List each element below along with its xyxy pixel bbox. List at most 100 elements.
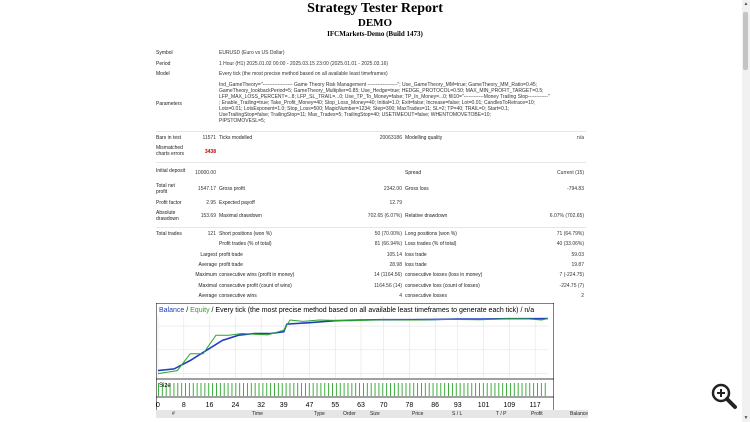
volume-bar	[440, 383, 442, 396]
volume-bar	[161, 383, 163, 396]
table-header-cell: S / L	[452, 411, 463, 417]
model-label: Model	[156, 71, 170, 77]
volume-bar	[188, 383, 190, 396]
volume-bar	[246, 383, 248, 396]
volume-bar	[521, 383, 523, 396]
avg-consec-wins-value: 4	[399, 293, 402, 299]
volume-bar	[482, 383, 484, 396]
max-consec-wins-label: consecutive wins (profit in money)	[219, 272, 295, 278]
symbol-value: EURUSD (Euro vs US Dollar)	[219, 50, 285, 56]
volume-bar	[351, 383, 353, 396]
volume-bar	[227, 383, 229, 396]
symbol-label: Symbol	[156, 50, 173, 56]
scroll-up-icon[interactable]: ▲	[743, 1, 749, 7]
zoom-in-icon[interactable]	[710, 382, 738, 410]
volume-bar	[471, 383, 473, 396]
max-consec-losses-value: 7 (-224.75)	[559, 272, 584, 278]
table-header-cell: T / P	[496, 411, 507, 417]
profit-trades-value: 81 (66.94%)	[374, 241, 402, 247]
volume-bar	[181, 383, 183, 396]
ticks-label: Ticks modelled	[219, 135, 253, 141]
table-header-cell: Profit	[531, 411, 543, 417]
volume-bar	[463, 383, 465, 396]
parameters-label: Parameters	[156, 101, 182, 107]
volume-bar	[332, 383, 333, 396]
largest-loss-label: loss trade	[405, 252, 427, 258]
initial-deposit-label: Initial deposit	[156, 168, 186, 174]
volume-bar	[448, 383, 449, 396]
trades-table-header: # Time Type Order Size Price S / L T / P Profit B…	[156, 410, 588, 418]
volume-bar	[382, 383, 384, 396]
volume-bar	[490, 383, 492, 396]
quality-label: Modelling quality	[405, 135, 443, 141]
volume-bar	[405, 383, 407, 396]
x-tick-label: 8	[182, 402, 186, 409]
maximum-label: Maximum	[195, 272, 217, 278]
volume-bar	[262, 383, 264, 396]
ticks-value: 20063186	[379, 135, 402, 141]
volume-bar	[537, 383, 538, 396]
volume-bar	[386, 383, 388, 396]
volume-bar	[235, 383, 237, 396]
gross-loss-value: -794.83	[567, 186, 584, 192]
volume-bar	[165, 383, 167, 396]
volume-bar	[413, 383, 415, 396]
loss-trades-value: 40 (33.06%)	[556, 241, 584, 247]
net-profit-value: 1547.17	[197, 186, 216, 192]
rel-drawdown-value: 6.07% (702.65)	[549, 213, 584, 219]
scroll-down-icon[interactable]: ▼	[743, 415, 749, 421]
largest-label: Largest	[200, 252, 217, 258]
volume-bar	[258, 383, 260, 396]
volume-bar	[374, 383, 376, 396]
volume-bar	[219, 383, 221, 396]
max-consec-profit-value: 1164.56 (14)	[374, 283, 402, 289]
parameter-line: UseTrailingStop=false; TrailingStop=11; …	[219, 112, 491, 118]
volume-bar	[339, 383, 341, 396]
volume-bar	[204, 383, 206, 396]
volume-bar	[347, 383, 349, 396]
profit-trades-label: Profit trades (% of total)	[219, 241, 272, 247]
spread-value: Current (15)	[557, 170, 584, 176]
x-tick-label: 101	[478, 402, 490, 409]
volume-bar	[212, 383, 214, 396]
legend-slash: /	[184, 307, 188, 314]
abs-drawdown-value: 153.69	[200, 213, 216, 219]
bars-value: 11571	[202, 135, 216, 141]
x-tick-label: 93	[454, 402, 462, 409]
volume-bar	[335, 383, 337, 396]
x-tick-label: 0	[156, 402, 160, 409]
volume-bar	[506, 383, 507, 396]
volume-bar	[494, 383, 496, 396]
volume-bar	[401, 383, 403, 396]
volume-bar	[266, 383, 268, 396]
avg-consec-losses-value: 2	[581, 293, 584, 299]
volume-bar	[177, 383, 179, 396]
volume-bar	[173, 383, 175, 396]
volume-bar	[274, 383, 275, 396]
x-tick-label: 55	[331, 402, 339, 409]
volume-bar	[513, 383, 515, 396]
x-tick-label: 86	[431, 402, 439, 409]
parameter-line: LFP_MAX_LOSS_PERCENT=...8; LFP_SL_TRAIL=…	[219, 94, 550, 100]
volume-bar	[239, 383, 241, 396]
parameter-line: Ind_GameTheory="------------------ Game …	[219, 82, 538, 88]
vertical-scrollbar[interactable]	[742, 0, 750, 422]
x-tick-label: 39	[280, 402, 288, 409]
x-tick-label: 63	[357, 402, 365, 409]
volume-bar	[544, 383, 546, 396]
volume-bar	[270, 383, 272, 396]
volume-bar	[421, 383, 422, 396]
parameter-line: GameTheory_lookbackPeriod=5; GameTheory_…	[219, 88, 544, 94]
mismatched-label: Mismatched charts errors	[156, 145, 185, 157]
initial-deposit-value: 10000.00	[195, 170, 216, 176]
volume-bar	[432, 383, 434, 396]
volume-bar	[301, 383, 303, 396]
max-consec-wins-value: 14 (1164.56)	[374, 272, 402, 278]
max-consec-profit-label: consecutive profit (count of wins)	[219, 283, 292, 289]
x-tick-label: 24	[231, 402, 239, 409]
x-tick-label: 117	[530, 402, 541, 409]
max-consec-loss-label: consecutive loss (count of losses)	[405, 283, 480, 289]
quality-value: n/a	[577, 135, 584, 141]
scrollbar-thumb[interactable]	[743, 12, 748, 70]
volume-bar	[486, 383, 488, 396]
